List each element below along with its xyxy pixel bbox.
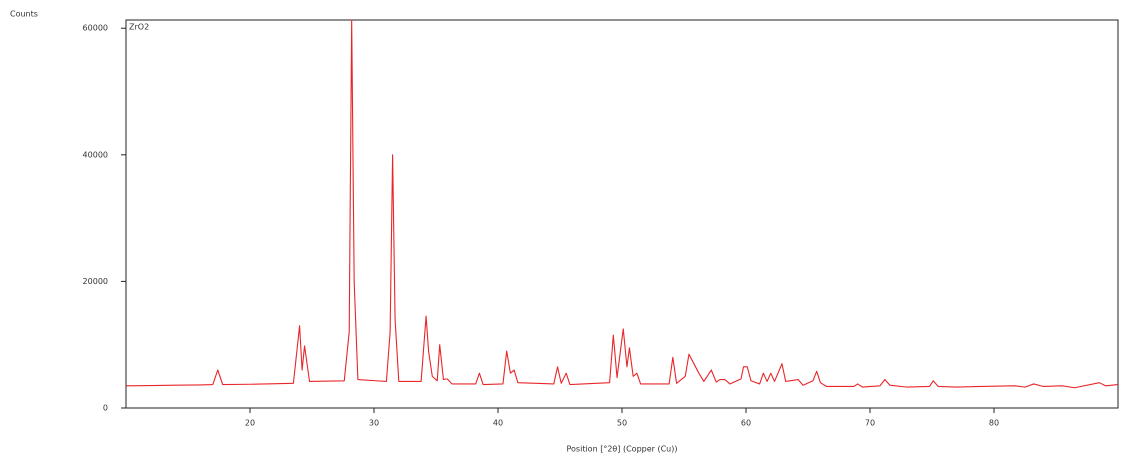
legend-label: ZrO2	[129, 23, 149, 32]
x-tick-label: 40	[493, 419, 503, 428]
x-tick-label: 70	[865, 419, 875, 428]
x-tick-label: 20	[245, 419, 255, 428]
y-tick-label: 60000	[83, 24, 108, 33]
x-tick-label: 30	[369, 419, 379, 428]
x-tick-label: 50	[617, 419, 627, 428]
y-tick-label: 20000	[83, 277, 108, 286]
x-axis-label: Position [°2θ] (Copper (Cu))	[567, 445, 678, 454]
x-tick-label: 80	[989, 419, 999, 428]
plot-frame	[125, 19, 1119, 409]
y-axis-label: Counts	[10, 10, 38, 19]
series-line	[125, 19, 1119, 389]
y-tick-label: 0	[103, 404, 108, 413]
x-tick-label: 60	[741, 419, 751, 428]
y-tick-label: 40000	[83, 150, 108, 159]
